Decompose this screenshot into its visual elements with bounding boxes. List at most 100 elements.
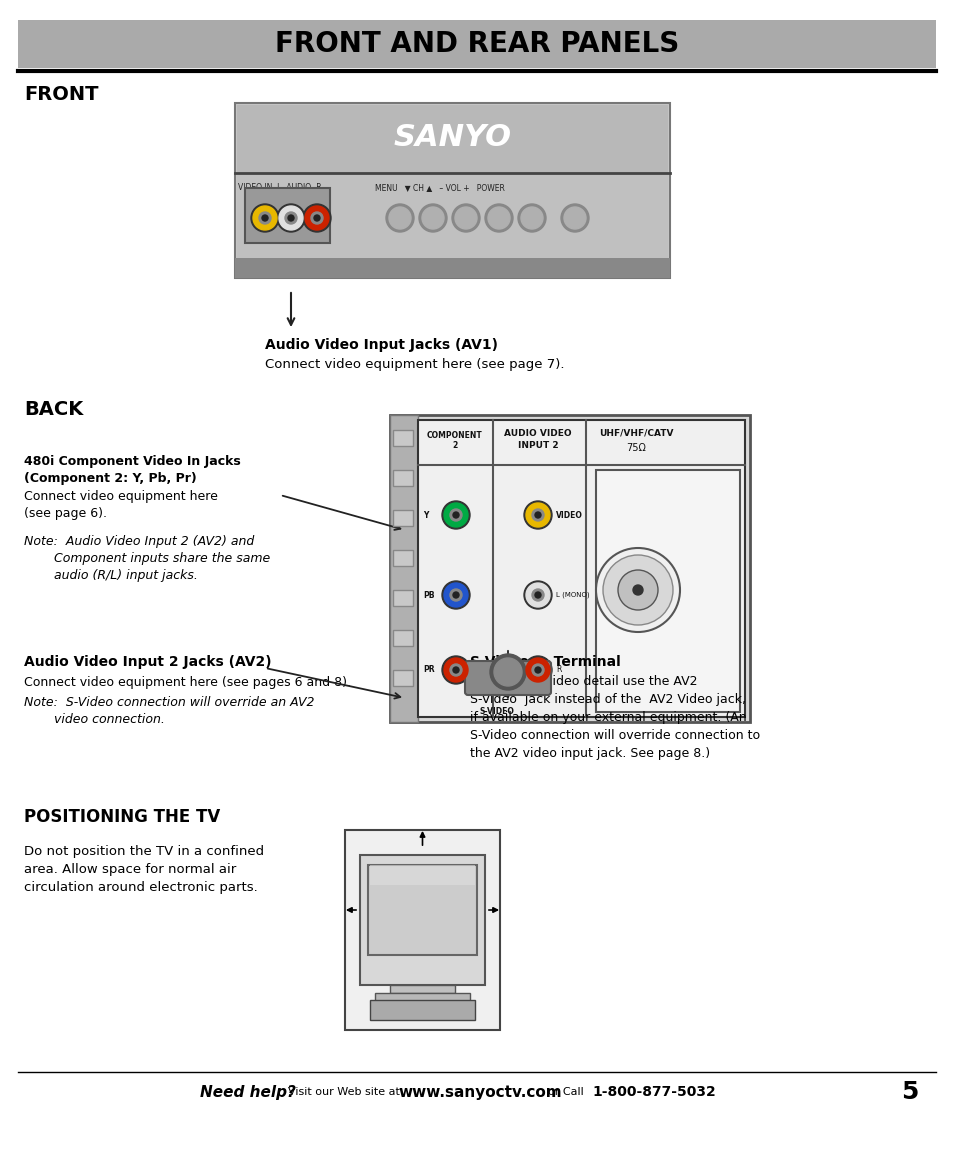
Bar bbox=[236, 105, 667, 173]
Text: POSITIONING THE TV: POSITIONING THE TV bbox=[24, 808, 220, 826]
Circle shape bbox=[443, 503, 468, 527]
Bar bbox=[345, 830, 499, 1030]
Circle shape bbox=[450, 589, 461, 602]
Circle shape bbox=[305, 206, 329, 229]
Circle shape bbox=[443, 583, 468, 607]
Circle shape bbox=[288, 216, 294, 221]
Circle shape bbox=[421, 207, 443, 229]
Text: 5: 5 bbox=[901, 1080, 918, 1105]
Text: S-Video connection will override connection to: S-Video connection will override connect… bbox=[470, 729, 760, 742]
Bar bbox=[390, 985, 455, 993]
Circle shape bbox=[441, 581, 470, 608]
Text: R: R bbox=[556, 665, 560, 675]
Text: video connection.: video connection. bbox=[54, 713, 165, 726]
Bar bbox=[368, 865, 476, 955]
Text: www.sanyoctv.com: www.sanyoctv.com bbox=[397, 1085, 561, 1100]
Circle shape bbox=[532, 589, 543, 602]
Circle shape bbox=[452, 204, 479, 232]
Bar bbox=[375, 993, 470, 1003]
Circle shape bbox=[517, 204, 545, 232]
Circle shape bbox=[455, 207, 476, 229]
Bar bbox=[417, 420, 744, 717]
Circle shape bbox=[386, 204, 414, 232]
Text: 1-800-877-5032: 1-800-877-5032 bbox=[592, 1085, 715, 1099]
Circle shape bbox=[450, 664, 461, 676]
Text: BACK: BACK bbox=[24, 400, 83, 420]
Circle shape bbox=[602, 555, 672, 625]
Circle shape bbox=[560, 204, 588, 232]
Text: Audio Video Input Jacks (AV1): Audio Video Input Jacks (AV1) bbox=[265, 338, 497, 352]
Text: Visit our Web site at: Visit our Web site at bbox=[288, 1087, 399, 1098]
Circle shape bbox=[596, 548, 679, 632]
Circle shape bbox=[262, 216, 268, 221]
Bar bbox=[234, 258, 669, 278]
Text: Connect video equipment here (see pages 6 and 8).: Connect video equipment here (see pages … bbox=[24, 676, 351, 688]
Bar bbox=[393, 670, 413, 686]
Bar bbox=[234, 103, 669, 278]
Circle shape bbox=[314, 216, 319, 221]
Circle shape bbox=[523, 581, 552, 608]
Circle shape bbox=[523, 656, 552, 684]
Circle shape bbox=[532, 664, 543, 676]
Bar bbox=[393, 471, 413, 486]
Circle shape bbox=[285, 212, 296, 224]
Bar bbox=[18, 20, 935, 68]
Text: S-Video In Terminal: S-Video In Terminal bbox=[470, 655, 620, 669]
Text: (see page 6).: (see page 6). bbox=[24, 506, 107, 520]
Text: PR: PR bbox=[422, 665, 435, 675]
Circle shape bbox=[488, 207, 510, 229]
Circle shape bbox=[311, 212, 323, 224]
Text: Component inputs share the same: Component inputs share the same bbox=[54, 552, 270, 564]
Circle shape bbox=[443, 658, 468, 681]
Circle shape bbox=[525, 503, 550, 527]
FancyBboxPatch shape bbox=[464, 661, 551, 695]
Circle shape bbox=[258, 212, 271, 224]
Text: VIDEO IN  L- AUDIO -R: VIDEO IN L- AUDIO -R bbox=[238, 183, 321, 192]
Text: FRONT AND REAR PANELS: FRONT AND REAR PANELS bbox=[274, 30, 679, 58]
Circle shape bbox=[453, 512, 458, 518]
Bar bbox=[245, 188, 330, 243]
Circle shape bbox=[484, 204, 513, 232]
Text: VIDEO: VIDEO bbox=[556, 510, 582, 519]
Circle shape bbox=[535, 666, 540, 673]
Text: Connect video equipment here: Connect video equipment here bbox=[24, 490, 217, 503]
Circle shape bbox=[525, 583, 550, 607]
Text: area. Allow space for normal air: area. Allow space for normal air bbox=[24, 863, 236, 876]
Text: Need help?: Need help? bbox=[200, 1085, 295, 1100]
Text: Do not position the TV in a confined: Do not position the TV in a confined bbox=[24, 845, 264, 858]
Circle shape bbox=[303, 204, 331, 232]
Text: UHF/VHF/CATV: UHF/VHF/CATV bbox=[598, 429, 673, 438]
Circle shape bbox=[278, 206, 303, 229]
Text: if available on your external equipment. (An: if available on your external equipment.… bbox=[470, 710, 746, 724]
Text: MENU   ▼ CH ▲   – VOL +   POWER: MENU ▼ CH ▲ – VOL + POWER bbox=[375, 183, 504, 192]
Circle shape bbox=[563, 207, 585, 229]
Bar bbox=[370, 865, 475, 885]
Text: FRONT: FRONT bbox=[24, 85, 98, 104]
Bar bbox=[393, 551, 413, 566]
Circle shape bbox=[520, 207, 542, 229]
Bar bbox=[393, 430, 413, 446]
Text: To enhance video detail use the AV2: To enhance video detail use the AV2 bbox=[470, 675, 697, 688]
Circle shape bbox=[523, 501, 552, 529]
Bar bbox=[393, 590, 413, 606]
Bar bbox=[393, 630, 413, 646]
Bar bbox=[236, 173, 667, 276]
Text: or Call: or Call bbox=[547, 1087, 583, 1098]
Circle shape bbox=[389, 207, 411, 229]
Bar bbox=[393, 510, 413, 526]
Text: Y: Y bbox=[422, 510, 428, 519]
Text: Connect video equipment here (see page 7).: Connect video equipment here (see page 7… bbox=[265, 358, 564, 371]
Text: Note:  Audio Video Input 2 (AV2) and: Note: Audio Video Input 2 (AV2) and bbox=[24, 535, 254, 548]
Text: 75Ω: 75Ω bbox=[625, 443, 645, 453]
Bar bbox=[390, 415, 417, 722]
Text: COMPONENT: COMPONENT bbox=[427, 431, 482, 440]
Text: S-Video  jack instead of the  AV2 Video jack,: S-Video jack instead of the AV2 Video ja… bbox=[470, 693, 745, 706]
Circle shape bbox=[441, 501, 470, 529]
Text: AUDIO VIDEO: AUDIO VIDEO bbox=[503, 429, 571, 438]
Text: 2: 2 bbox=[452, 442, 457, 450]
Bar bbox=[359, 855, 484, 985]
Text: SANYO: SANYO bbox=[393, 124, 511, 153]
Circle shape bbox=[532, 509, 543, 522]
Circle shape bbox=[618, 570, 658, 610]
Text: (Component 2: Y, Pb, Pr): (Component 2: Y, Pb, Pr) bbox=[24, 472, 196, 484]
